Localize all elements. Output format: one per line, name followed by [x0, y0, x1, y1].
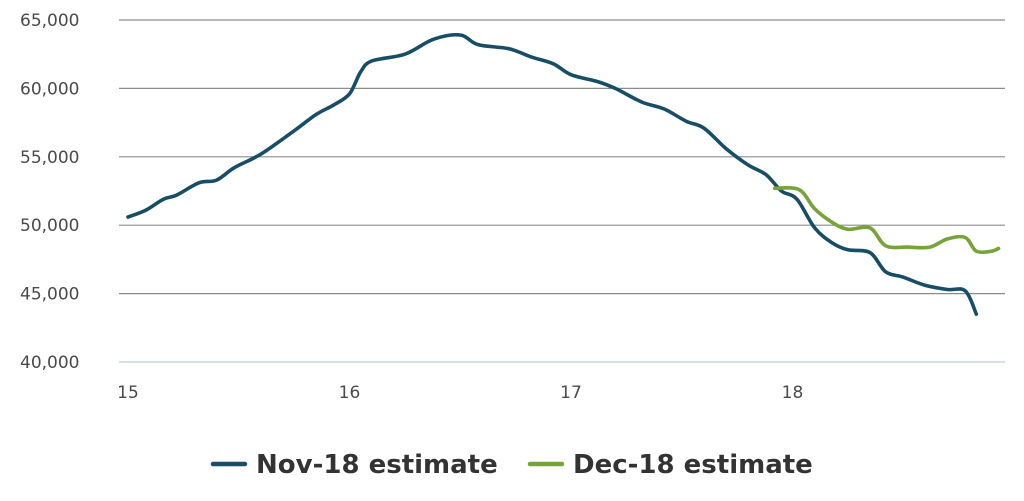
- series-line-nov-18-estimate: [126, 32, 979, 316]
- y-tick-label: 55,000: [20, 148, 79, 168]
- x-tick-label: 16: [339, 383, 361, 403]
- x-tick-label: 15: [117, 383, 139, 403]
- series-lines: [126, 32, 1001, 316]
- legend-label: Nov-18 estimate: [256, 450, 498, 480]
- legend-label: Dec-18 estimate: [573, 450, 813, 480]
- series-line-dec-18-estimate: [773, 185, 1001, 255]
- y-tick-label: 65,000: [20, 11, 79, 31]
- grid-lines: [119, 19, 1005, 363]
- y-tick-label: 40,000: [20, 353, 79, 373]
- legend: Nov-18 estimate Dec-18 estimate: [210, 450, 813, 480]
- y-tick-label: 60,000: [20, 79, 79, 99]
- y-axis-tick-labels: 40,000 45,000 50,000 55,000 60,000 65,000: [20, 11, 79, 373]
- x-axis-tick-labels: 15 16 17 18: [117, 383, 803, 403]
- y-tick-label: 50,000: [20, 216, 79, 236]
- x-tick-label: 18: [782, 383, 804, 403]
- y-tick-label: 45,000: [20, 285, 79, 305]
- x-tick-label: 17: [560, 383, 582, 403]
